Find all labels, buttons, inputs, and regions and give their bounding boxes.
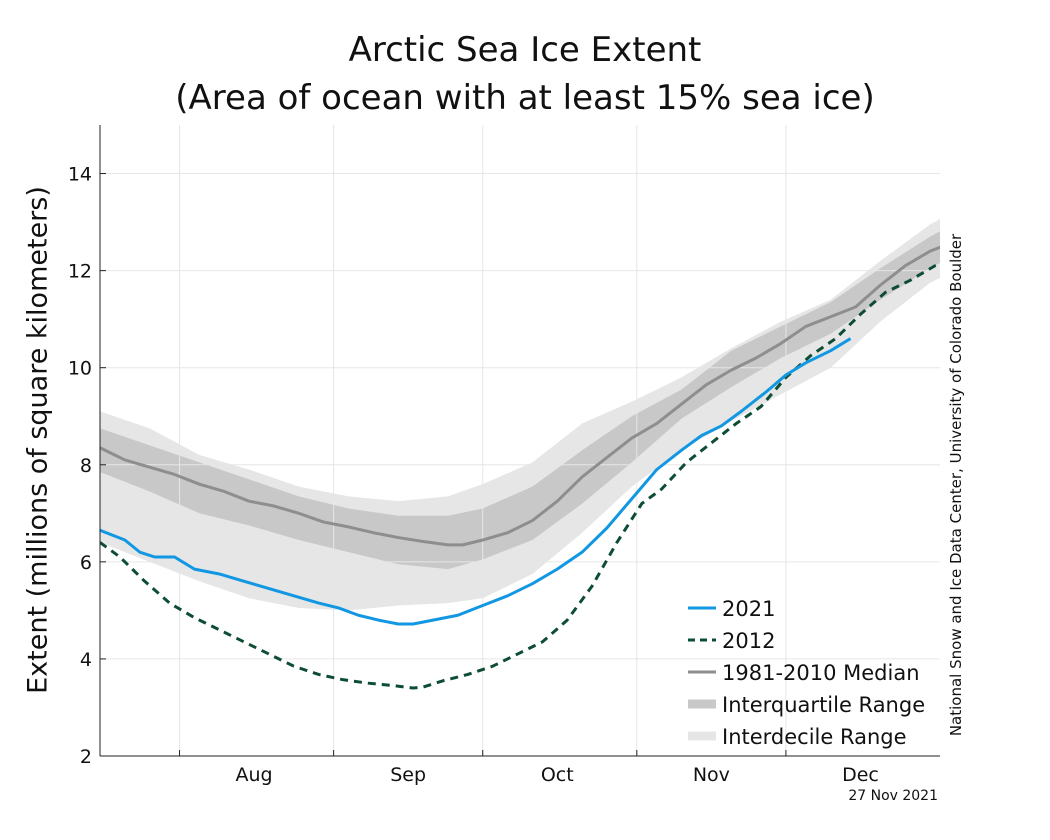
legend-label-2012: 2012 bbox=[722, 629, 775, 653]
legend-label-2021: 2021 bbox=[722, 597, 775, 621]
x-tick-label-dec: Dec bbox=[842, 764, 879, 786]
y-tick-label: 2 bbox=[80, 746, 92, 768]
legend: 2021 2012 1981-2010 Median Interquartile Ra… bbox=[688, 597, 925, 749]
chart-title: Arctic Sea Ice Extent bbox=[348, 30, 702, 70]
x-tick-label-nov: Nov bbox=[693, 764, 730, 786]
legend-label-interdecile-range: Interdecile Range bbox=[722, 725, 907, 749]
x-tick-label-sep: Sep bbox=[390, 764, 426, 786]
x-tick-label-oct: Oct bbox=[541, 764, 574, 786]
legend-label-1981-2010-median: 1981-2010 Median bbox=[722, 661, 920, 685]
y-tick-label: 10 bbox=[68, 358, 92, 380]
interdecile-range-band bbox=[100, 219, 940, 611]
range-bands bbox=[100, 219, 940, 611]
chart-subtitle: (Area of ocean with at least 15% sea ice… bbox=[175, 78, 875, 118]
y-tick-label: 8 bbox=[80, 455, 92, 477]
y-tick-label: 12 bbox=[68, 261, 92, 283]
series-2021-line bbox=[100, 337, 852, 626]
y-tick-label: 4 bbox=[80, 649, 92, 671]
x-tick-label-aug: Aug bbox=[236, 764, 273, 786]
y-tick-label: 6 bbox=[80, 552, 92, 574]
interquartile-range-band bbox=[100, 231, 940, 570]
gridlines bbox=[100, 125, 940, 756]
series-lines bbox=[100, 245, 940, 690]
legend-label-interquartile-range: Interquartile Range bbox=[722, 693, 925, 717]
axes: 2 4 6 8 10 12 14 Aug Sep Oct Nov Dec bbox=[68, 125, 940, 786]
date-stamp: 27 Nov 2021 bbox=[848, 788, 938, 804]
y-tick-label: 14 bbox=[68, 164, 92, 186]
series-2012-line bbox=[100, 262, 940, 690]
series-1981-2010-median-line bbox=[100, 245, 940, 547]
